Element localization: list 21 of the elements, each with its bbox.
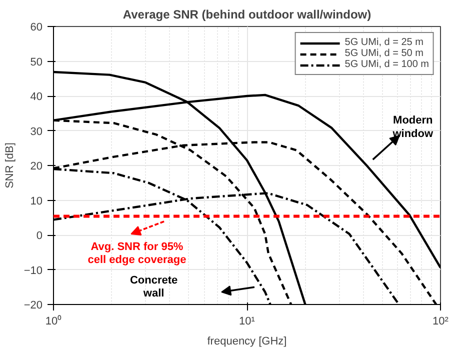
legend-label: 5G UMi, d = 25 m [344, 37, 424, 48]
annotation: Avg. SNR for 95% cell edge coverage [88, 240, 186, 266]
y-axis-title: SNR [dB] [4, 142, 16, 188]
y-tick-label: 60 [30, 22, 43, 34]
x-tick-label: 10⁰ [45, 314, 62, 328]
annotation: Concrete wall [130, 274, 178, 300]
x-tick-label: 10¹ [239, 316, 256, 328]
y-tick-label: 50 [30, 56, 43, 68]
annotation: Modern window [392, 114, 434, 140]
x-tick-label: 10² [432, 316, 449, 328]
y-tick-label: −10 [24, 264, 43, 277]
chart-title: Average SNR (behind outdoor wall/window) [122, 8, 372, 22]
x-axis-title: frequency [GHz] [207, 336, 287, 348]
y-tick-label: 20 [30, 160, 43, 172]
y-tick-label: −20 [24, 300, 43, 312]
y-tick-label: 0 [36, 230, 43, 242]
legend-label: 5G UMi, d = 50 m [344, 48, 424, 59]
y-tick-label: 30 [30, 126, 43, 138]
y-tick-label: 40 [30, 91, 43, 103]
legend-label: 5G UMi, d = 100 m [344, 59, 429, 70]
y-tick-label: 10 [30, 195, 43, 208]
